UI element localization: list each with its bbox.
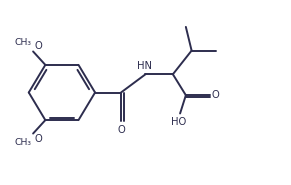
Text: HO: HO: [171, 117, 186, 127]
Text: HN: HN: [136, 61, 152, 71]
Text: O: O: [212, 90, 219, 100]
Text: CH₃: CH₃: [15, 137, 31, 147]
Text: CH₃: CH₃: [15, 38, 31, 48]
Text: O: O: [117, 125, 125, 135]
Text: O: O: [35, 41, 42, 51]
Text: O: O: [35, 134, 42, 144]
